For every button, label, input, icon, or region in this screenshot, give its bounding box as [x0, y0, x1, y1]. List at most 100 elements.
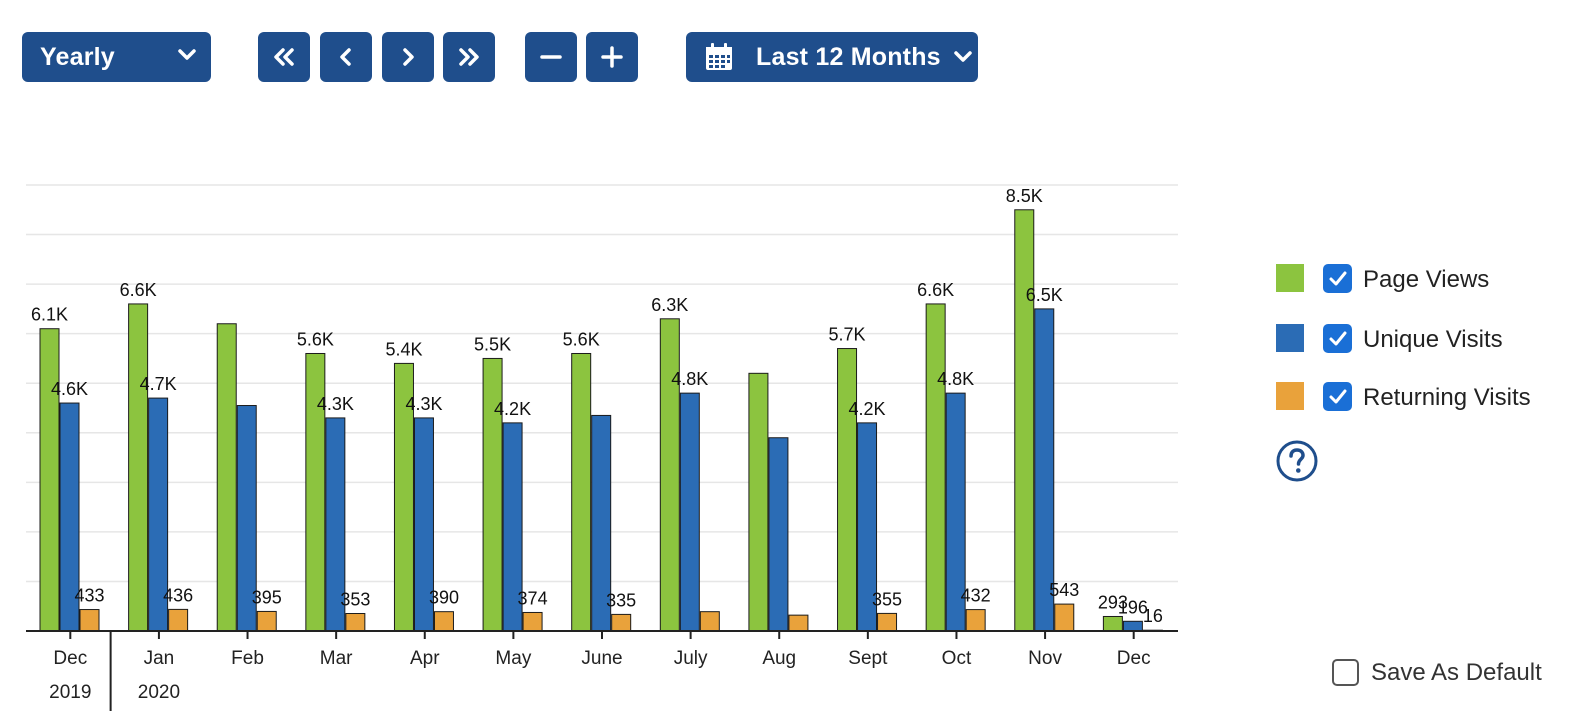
legend-item-returning-visits[interactable]: Returning Visits — [1276, 380, 1576, 414]
page-views-bar — [1102, 615, 1123, 632]
x-tick-label: Jan — [144, 648, 175, 669]
checkmark-icon — [1329, 389, 1346, 403]
x-tick-label: Apr — [410, 648, 440, 669]
legend-label: Returning Visits — [1363, 384, 1531, 411]
previous-button[interactable] — [320, 32, 372, 82]
next-button[interactable] — [382, 32, 434, 82]
data-label: 335 — [606, 590, 636, 610]
x-tick-label: Nov — [1028, 648, 1062, 669]
data-label: 5.6K — [563, 329, 600, 349]
save-as-default-checkbox[interactable] — [1332, 659, 1359, 686]
unique-visits-bar — [1122, 620, 1143, 632]
data-label: 432 — [961, 586, 991, 606]
chevron-left-icon — [338, 47, 354, 67]
legend-swatch — [1276, 324, 1304, 352]
unique-visits-checkbox[interactable] — [1323, 324, 1352, 353]
jump-back-button[interactable] — [258, 32, 310, 82]
period-dropdown-label: Yearly — [40, 42, 115, 71]
legend-item-page-views[interactable]: Page Views — [1276, 262, 1576, 296]
page-views-bar — [128, 303, 149, 632]
page-views-bar — [925, 303, 946, 632]
returning-visits-bar — [168, 608, 189, 632]
data-label: 293 — [1098, 592, 1128, 612]
checkmark-icon — [1329, 271, 1346, 285]
question-circle-icon — [1276, 440, 1318, 482]
data-label: 4.8K — [937, 369, 974, 389]
x-tick-label: Feb — [231, 648, 264, 669]
data-label: 353 — [340, 590, 370, 610]
page-views-bar — [748, 372, 769, 632]
data-label: 433 — [74, 586, 104, 606]
x-tick-label: Mar — [320, 648, 353, 669]
x-tick-label: June — [581, 648, 622, 669]
returning-visits-bar — [1054, 603, 1075, 632]
x-tick-label: Oct — [942, 648, 972, 669]
page-views-checkbox[interactable] — [1323, 264, 1352, 293]
data-label: 436 — [163, 585, 193, 605]
data-label: 355 — [872, 589, 902, 609]
returning-visits-bar — [345, 613, 366, 632]
returning-visits-bar — [79, 609, 100, 632]
returning-visits-bar — [965, 609, 986, 632]
data-label: 543 — [1049, 580, 1079, 600]
data-label: 6.5K — [1026, 285, 1063, 305]
zoom-in-button[interactable] — [586, 32, 638, 82]
returning-visits-bar — [522, 611, 543, 632]
save-as-default-label: Save As Default — [1371, 659, 1542, 686]
double-chevron-right-icon — [456, 47, 482, 67]
x-tick-label: Aug — [762, 648, 796, 669]
returning-visits-bar — [433, 611, 454, 632]
chevron-down-icon — [953, 50, 973, 64]
checkmark-icon — [1329, 331, 1346, 345]
minus-icon — [540, 46, 562, 68]
help-button[interactable] — [1276, 440, 1318, 482]
unique-visits-bar — [679, 392, 700, 632]
legend-swatch — [1276, 264, 1304, 292]
unique-visits-bar — [768, 437, 789, 632]
x-tick-label: May — [495, 648, 531, 669]
data-label: 4.2K — [849, 399, 886, 419]
period-dropdown[interactable]: Yearly — [22, 32, 211, 82]
data-label: 16 — [1143, 606, 1163, 626]
returning-visits-bar — [699, 611, 720, 632]
x-tick-label: Sept — [848, 648, 888, 669]
data-label: 395 — [252, 587, 282, 607]
data-label: 5.5K — [474, 334, 511, 354]
x-tick-label: July — [674, 648, 708, 669]
data-label: 8.5K — [1006, 186, 1043, 206]
data-label: 4.8K — [671, 369, 708, 389]
data-label: 390 — [429, 588, 459, 608]
returning-visits-bar — [611, 613, 632, 632]
legend-item-unique-visits[interactable]: Unique Visits — [1276, 322, 1576, 356]
save-as-default-option[interactable]: Save As Default — [1332, 656, 1572, 690]
returning-visits-bar — [877, 612, 898, 632]
data-label: 4.3K — [317, 394, 354, 414]
page-views-bar — [1014, 209, 1035, 632]
data-label: 4.2K — [494, 399, 531, 419]
data-label: 196 — [1118, 597, 1148, 617]
chevron-right-icon — [400, 47, 416, 67]
page-views-bar — [659, 318, 680, 632]
page-views-bar — [571, 352, 592, 632]
data-label: 6.6K — [917, 280, 954, 300]
legend-label: Page Views — [1363, 266, 1490, 293]
zoom-out-button[interactable] — [525, 32, 577, 82]
year-label: 2020 — [138, 682, 180, 703]
returning-visits-checkbox[interactable] — [1323, 382, 1352, 411]
data-label: 6.6K — [120, 280, 157, 300]
data-label: 5.7K — [829, 325, 866, 345]
data-label: 6.3K — [651, 295, 688, 315]
returning-visits-bar — [788, 614, 809, 632]
chevron-down-icon — [177, 48, 197, 62]
bar-chart: 6.1K 4.6K 433 Dec 6.6K 4.7K 436 Jan 395 Feb 5.6K 4.… — [26, 184, 1178, 711]
x-tick-label: Dec — [1117, 648, 1151, 669]
data-label: 4.3K — [405, 394, 442, 414]
returning-visits-bar — [256, 610, 277, 632]
data-label: 374 — [518, 588, 548, 608]
jump-forward-button[interactable] — [443, 32, 495, 82]
date-range-dropdown[interactable]: Last 12 Months — [686, 32, 978, 82]
legend-label: Unique Visits — [1363, 326, 1503, 353]
data-label: 4.6K — [51, 379, 88, 399]
data-label: 6.1K — [31, 305, 68, 325]
page-views-bar — [216, 323, 237, 632]
